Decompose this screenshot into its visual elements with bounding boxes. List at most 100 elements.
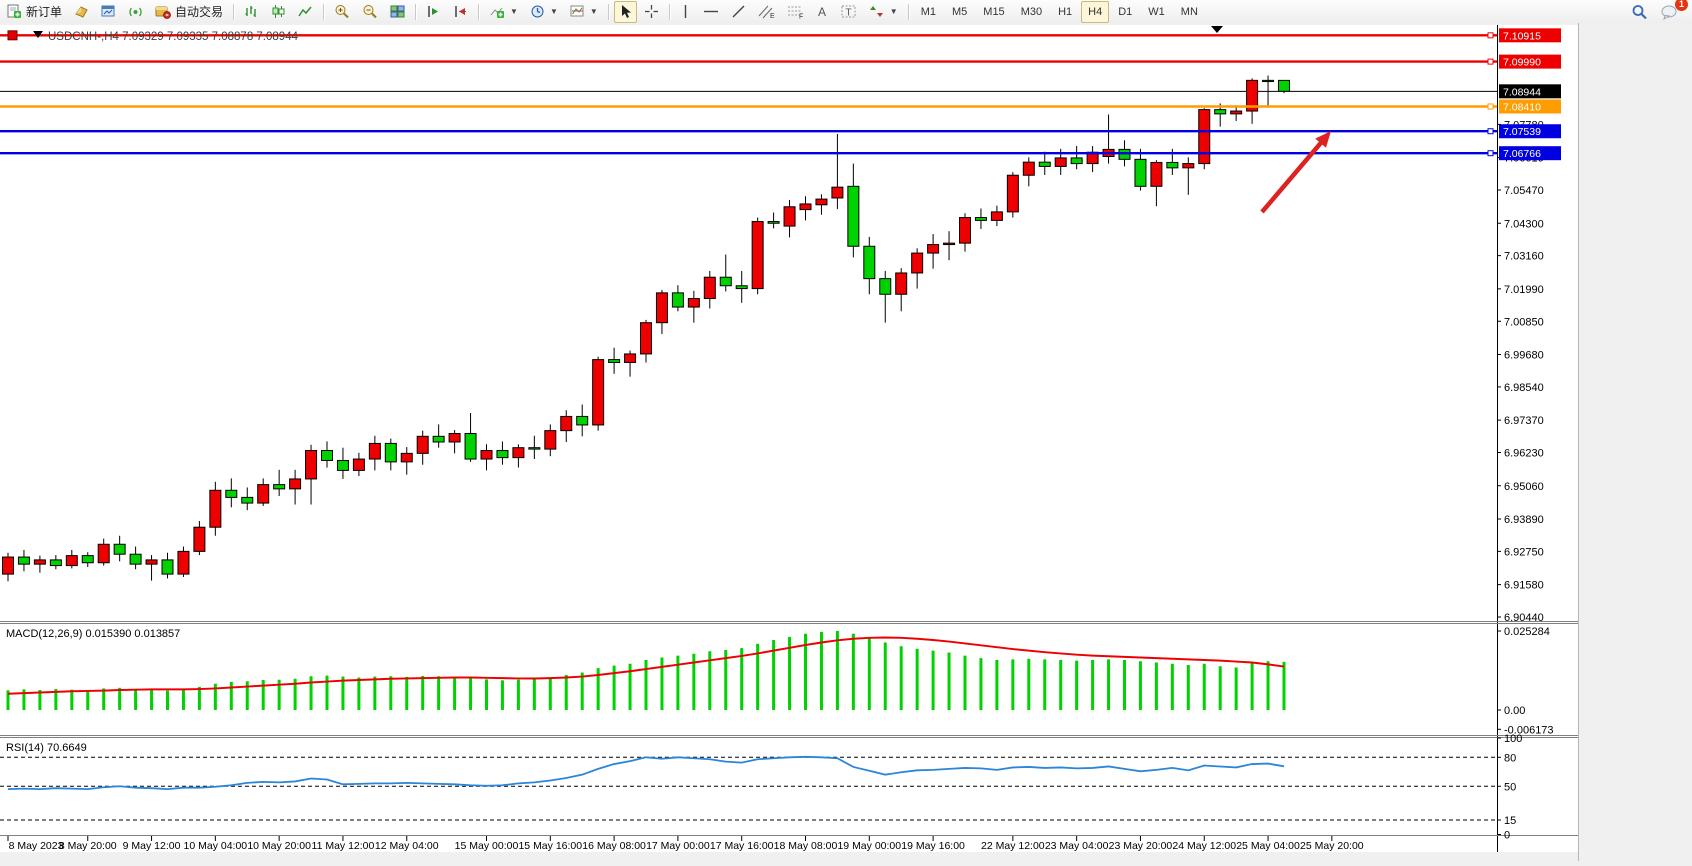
channel-tool-button[interactable]: E (753, 1, 780, 23)
chart-shift-marker[interactable] (1211, 26, 1223, 33)
trend-arrow-line[interactable] (1260, 138, 1325, 214)
timeframe-m1[interactable]: M1 (914, 1, 943, 23)
candle-bull (1006, 174, 1019, 213)
price-label: 7.10915 (1503, 30, 1541, 42)
zoom-out-button[interactable] (357, 1, 383, 23)
candle-bear (49, 559, 62, 567)
charts-icon (101, 5, 115, 17)
notification-badge: 1 (1675, 0, 1688, 11)
timeframe-m15[interactable]: M15 (976, 1, 1011, 23)
crosshair-tool-button[interactable] (639, 1, 664, 23)
candle-bear (735, 285, 748, 290)
candle-bull (703, 276, 716, 300)
bar-chart-button[interactable] (239, 1, 264, 23)
toolbar-separator (607, 3, 609, 20)
notifications-button[interactable]: 1 (1655, 0, 1688, 23)
tile-windows-button[interactable] (385, 1, 410, 23)
equidistant-channel-icon: E (758, 5, 775, 19)
search-button[interactable] (1626, 1, 1653, 23)
candle-bear (1278, 79, 1290, 92)
timeframe-mn[interactable]: MN (1174, 1, 1205, 23)
vline-tool-button[interactable] (675, 1, 696, 23)
candle-bull (815, 198, 828, 206)
timeframe-h1[interactable]: H1 (1051, 1, 1079, 23)
new-order-button[interactable]: 新订单 (1, 1, 67, 23)
symbol-dropdown-icon[interactable] (33, 31, 43, 38)
hline-handle[interactable] (1487, 32, 1494, 39)
candle-bull (624, 353, 637, 363)
candle-chart-button[interactable] (266, 1, 291, 23)
hline-tool-button[interactable] (698, 1, 724, 23)
hline-handle[interactable] (1487, 58, 1494, 65)
label-tool-button[interactable]: T (836, 1, 862, 23)
navigator-icon (75, 6, 88, 18)
text-label-icon: T (841, 5, 856, 19)
price-label: 7.06766 (1503, 148, 1541, 160)
candle-bear (974, 217, 987, 221)
svg-text:7.04300: 7.04300 (1504, 218, 1544, 230)
candle-bull (177, 550, 190, 575)
charts-button[interactable] (96, 1, 121, 23)
svg-text:100: 100 (1504, 733, 1522, 745)
arrows-tool-button[interactable]: ▼ (864, 1, 903, 23)
candle-bull (592, 359, 605, 426)
timeframe-w1[interactable]: W1 (1141, 1, 1172, 23)
timeframe-h4[interactable]: H4 (1081, 0, 1110, 23)
hline-handle[interactable] (1487, 128, 1494, 135)
candle-bear (671, 292, 684, 308)
hline-handle[interactable] (1487, 150, 1494, 157)
candle-bear (767, 221, 780, 224)
periods-button[interactable]: ▼ (525, 1, 563, 23)
date-label: 11 May 12:00 (312, 840, 375, 852)
candle-bull (990, 211, 1003, 221)
text-tool-button[interactable]: A (811, 1, 834, 23)
autotrade-button[interactable]: 自动交易 (150, 1, 228, 23)
svg-text:6.98540: 6.98540 (1504, 382, 1544, 394)
candle-bull (687, 298, 700, 308)
date-label: 25 May 04:00 (1236, 840, 1300, 852)
hline-left-handle[interactable] (7, 30, 18, 41)
macd-panel: MACD(12,26,9) 0.015390 0.013857 0.025284 0… (6, 626, 1554, 736)
cursor-tool-button[interactable] (613, 0, 637, 23)
svg-text:6.97370: 6.97370 (1504, 415, 1544, 427)
chart-bg (0, 25, 1578, 852)
templates-button[interactable]: ▼ (565, 1, 603, 23)
candle-bull (193, 526, 206, 552)
candle-bear (273, 484, 286, 490)
crosshair-icon (644, 5, 658, 18)
text-icon: A (818, 5, 826, 19)
auto-scroll-button[interactable] (421, 1, 446, 23)
candle-bull (368, 442, 381, 460)
autotrade-icon (155, 6, 171, 19)
trendline-tool-button[interactable] (726, 1, 751, 23)
candle-bear (464, 432, 477, 460)
toolbar-separator (907, 3, 909, 20)
tile-windows-icon (390, 5, 405, 18)
price-labels: 7.10915 7.09990 7.08410 7.07539 7.06766 7.089… (1499, 28, 1561, 161)
svg-text:6.95060: 6.95060 (1504, 481, 1544, 493)
date-label: 10 May 04:00 (184, 840, 248, 852)
price-label: 7.08944 (1503, 86, 1541, 98)
svg-text:6.90440: 6.90440 (1504, 612, 1544, 624)
candle-bear (847, 185, 860, 247)
candle-bull (1150, 161, 1163, 187)
timeframe-m5[interactable]: M5 (945, 1, 974, 23)
fibonacci-tool-button[interactable]: F (782, 1, 809, 23)
horizontal-line-icon (703, 10, 718, 13)
indicators-button[interactable]: ▼ (484, 1, 523, 23)
trend-arrow-head[interactable] (1315, 131, 1331, 148)
navigator-button[interactable] (69, 1, 94, 23)
toolbar-separator (233, 3, 235, 20)
price-chart-svg[interactable]: 7.077807.066107.054707.043007.031607.019… (0, 23, 1692, 861)
chart-shift-button[interactable] (448, 1, 473, 23)
timeframe-m30[interactable]: M30 (1014, 1, 1049, 23)
timeframe-d1[interactable]: D1 (1111, 1, 1139, 23)
chart-title: USDCNH-,H4 7.09329 7.09335 7.08878 7.089… (48, 31, 299, 43)
hline-handle[interactable] (1487, 103, 1494, 110)
zoom-in-button[interactable] (329, 1, 355, 23)
horizontal-lines[interactable] (0, 30, 1497, 157)
line-chart-button[interactable] (293, 1, 318, 23)
candle-bull (257, 484, 270, 504)
timeframe-label: W1 (1148, 5, 1165, 18)
signals-button[interactable] (123, 1, 148, 23)
